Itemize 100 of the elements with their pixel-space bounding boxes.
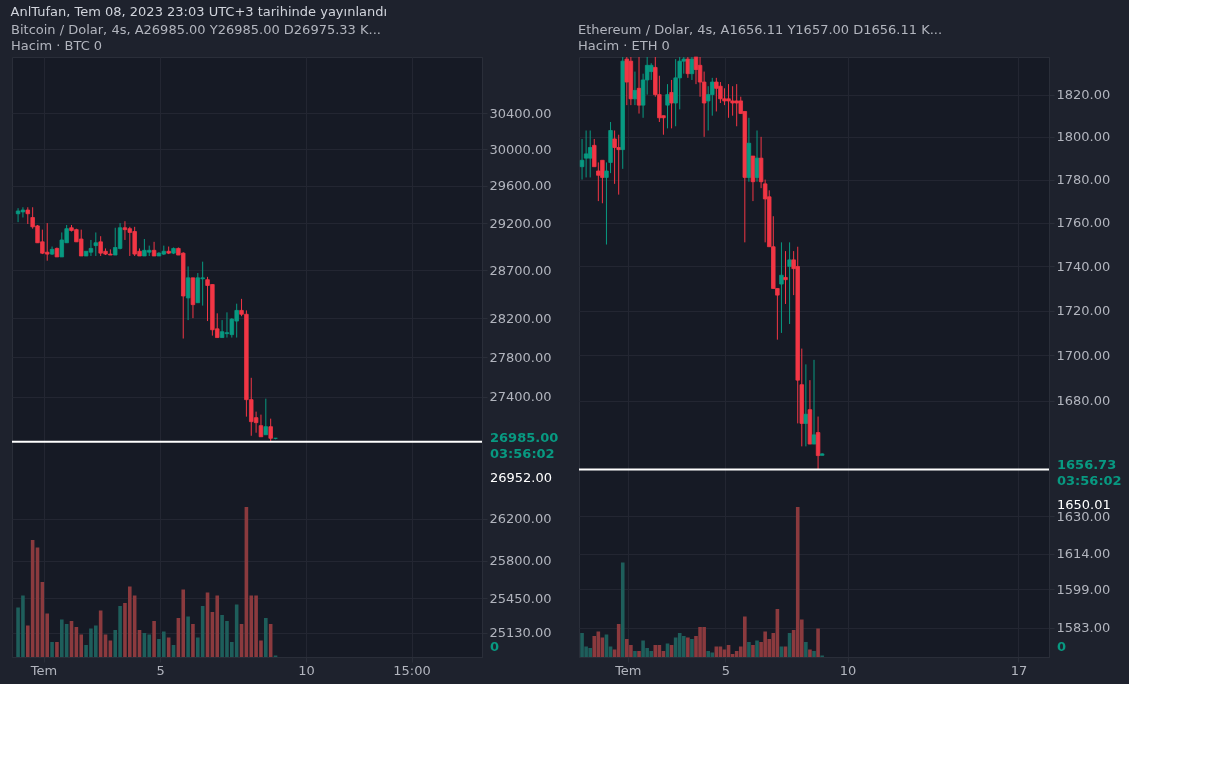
x-tick-label: 5 <box>156 662 165 678</box>
bar <box>702 627 706 657</box>
bar <box>147 634 152 657</box>
bar <box>588 648 592 657</box>
bar <box>215 595 220 657</box>
text: 03:56:02 <box>1057 473 1122 489</box>
bar <box>191 624 195 657</box>
chart-title: Bitcoin / Dolar, 4s, A26985.00 Y26985.00 D26975.33 K... <box>11 22 381 37</box>
y-tick-label: 26200.00 <box>489 511 552 527</box>
candlestick <box>600 159 605 204</box>
y-tick-label: 1700.00 <box>1056 347 1111 363</box>
bar <box>747 642 751 657</box>
chart-title: Hacim · ETH 0 <box>578 37 670 53</box>
x-tick-label: 17 <box>1010 662 1028 678</box>
y-tick-label: 1614.00 <box>1056 546 1111 562</box>
candlestick <box>185 265 191 321</box>
candlestick <box>122 220 128 241</box>
text: 03:56:02 <box>490 445 555 461</box>
candlestick <box>779 241 784 334</box>
bar <box>743 616 747 657</box>
bar <box>751 645 755 657</box>
bar <box>264 618 268 657</box>
bar <box>698 627 702 657</box>
bar <box>804 642 808 657</box>
bar <box>816 628 820 657</box>
candlestick <box>93 231 98 257</box>
text: 1656.73 <box>1057 457 1117 473</box>
y-tick-label: 1599.00 <box>1056 581 1111 597</box>
bar <box>633 651 637 657</box>
candlestick <box>224 311 230 339</box>
candlestick <box>636 56 642 115</box>
bar <box>625 639 629 657</box>
candlestick <box>268 418 273 443</box>
chart-title: Ethereum / Dolar, 4s, A1656.11 Y1657.00 D1656.11 K... <box>578 21 943 37</box>
bar <box>641 640 645 657</box>
candlestick <box>689 56 695 81</box>
candlestick <box>665 83 670 129</box>
bar <box>637 651 641 657</box>
y-tick-label: 25800.00 <box>489 553 552 569</box>
bar <box>59 619 64 657</box>
bar <box>763 631 767 657</box>
y-tick-label: 30400.00 <box>489 105 552 121</box>
candlestick <box>669 79 674 129</box>
candlestick <box>734 83 739 127</box>
y-tick-label: 1680.00 <box>1056 393 1111 409</box>
bar <box>795 507 800 657</box>
y-tick-label: 27800.00 <box>489 349 552 365</box>
bar <box>580 633 584 657</box>
candlestick <box>15 207 21 223</box>
bar <box>55 642 59 657</box>
y-tick-label: 1760.00 <box>1056 215 1111 231</box>
bar <box>710 652 715 657</box>
bar <box>50 642 54 657</box>
bar <box>649 651 654 657</box>
bar <box>755 640 759 657</box>
x-tick-label: 5 <box>721 662 731 678</box>
bar <box>690 639 694 657</box>
x-tick-label: 10 <box>298 662 315 678</box>
y-tick-label: 29600.00 <box>489 178 552 194</box>
y-tick-label: 30000.00 <box>489 141 552 157</box>
candlestick <box>783 250 788 305</box>
candlestick <box>632 71 638 106</box>
bar <box>653 645 658 657</box>
candlestick <box>88 239 94 257</box>
candlestick <box>587 129 593 178</box>
y-tick-label: 1780.00 <box>1056 172 1111 188</box>
x-tick-label: 10 <box>839 662 857 678</box>
x-tick-label: Tem <box>29 662 58 678</box>
bar <box>686 637 690 657</box>
bar <box>186 616 190 657</box>
candlestick <box>583 129 589 178</box>
candlestick <box>730 85 735 117</box>
y-tick-label: 29200.00 <box>489 215 552 231</box>
text: AnlTufan, Tem 08, 2023 23:03 UTC+3 tarihinde yayınlandı <box>10 4 388 19</box>
bar <box>808 649 812 657</box>
y-tick-label: 1740.00 <box>1056 258 1111 274</box>
y-tick-label: 28700.00 <box>489 262 552 278</box>
candlestick <box>754 129 760 183</box>
text: 26985.00 <box>490 429 559 445</box>
x-tick-label: Tem <box>614 662 642 678</box>
y-tick-label: 25450.00 <box>489 590 552 606</box>
y-tick-label: 27400.00 <box>489 389 552 405</box>
candlestick <box>258 414 264 438</box>
candlestick <box>151 241 157 257</box>
text: 0 <box>1057 639 1067 654</box>
bar <box>592 636 597 657</box>
x-tick-label: 15:00 <box>393 662 431 678</box>
candlestick <box>20 206 26 218</box>
bar <box>812 651 816 657</box>
candlestick <box>714 77 719 112</box>
chart-title: Hacim · BTC 0 <box>11 38 103 53</box>
bar <box>620 562 625 657</box>
candlestick <box>787 241 792 325</box>
y-tick-label: 25130.00 <box>489 625 552 641</box>
y-tick-label: 1583.00 <box>1056 620 1111 636</box>
y-tick-label: 1800.00 <box>1056 129 1111 145</box>
bar <box>152 621 156 657</box>
y-tick-label: 1720.00 <box>1056 303 1111 319</box>
bar <box>677 633 682 657</box>
text: 0 <box>490 639 500 654</box>
